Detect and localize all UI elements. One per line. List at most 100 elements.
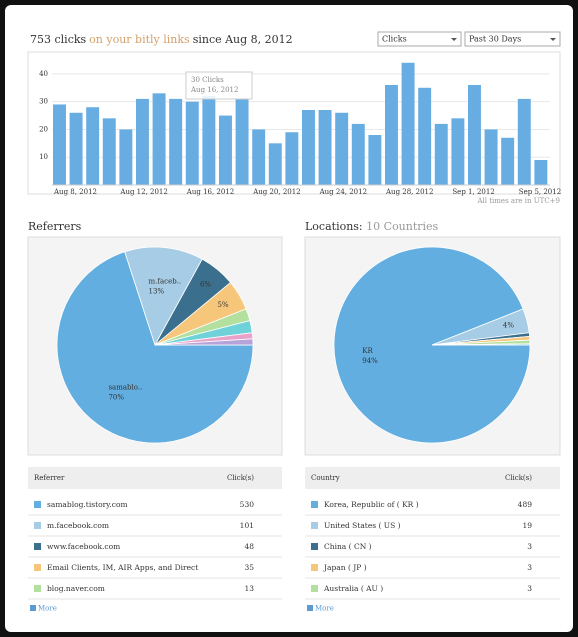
row-name: samablog.tistory.com [47, 500, 128, 509]
bar[interactable] [152, 93, 166, 185]
more-link[interactable]: More [315, 605, 334, 613]
table-header-cell: Click(s) [227, 474, 254, 482]
headline-since: since Aug 8, 2012 [193, 33, 293, 46]
row-clicks: 13 [244, 584, 254, 593]
row-name: China ( CN ) [324, 542, 372, 551]
more-icon [30, 605, 36, 611]
pie-slice[interactable] [431, 343, 531, 346]
referrers-title: Referrers [28, 220, 82, 233]
y-tick-label: 20 [39, 125, 48, 133]
row-name: m.facebook.com [47, 521, 109, 530]
row-clicks: 101 [240, 521, 254, 530]
row-swatch [311, 522, 318, 529]
metric-select-label: Clicks [382, 35, 407, 44]
bar[interactable] [468, 85, 481, 185]
bar[interactable] [401, 62, 415, 185]
bar[interactable] [434, 123, 448, 185]
slice-value: 4% [503, 322, 514, 330]
row-clicks: 3 [527, 563, 532, 572]
y-tick-label: 10 [39, 153, 48, 161]
bar[interactable] [69, 112, 83, 185]
bar[interactable] [302, 110, 315, 185]
tooltip: 30 Clicks Aug 16, 2012 [185, 71, 253, 100]
row-clicks: 530 [240, 500, 255, 509]
row-clicks: 19 [522, 521, 532, 530]
table-header-cell: Referrer [34, 474, 65, 482]
y-tick-label: 40 [39, 70, 48, 78]
pie-slice[interactable] [124, 246, 203, 347]
bar[interactable] [335, 112, 349, 185]
locations-count: 10 Countries [363, 220, 439, 233]
bar[interactable] [385, 85, 398, 185]
bar[interactable] [185, 101, 199, 185]
x-tick-label: Aug 24, 2012 [319, 188, 367, 196]
bar[interactable] [318, 110, 332, 185]
slice-label: samablo.. [108, 384, 142, 392]
bar[interactable] [534, 160, 548, 185]
slice-value: 94% [362, 357, 378, 365]
table-header [305, 467, 560, 489]
bar[interactable] [368, 135, 382, 185]
bar[interactable] [169, 98, 183, 185]
row-name: Email Clients, IM, AIR Apps, and Direct [47, 563, 198, 572]
range-select[interactable] [464, 31, 561, 47]
x-tick-label: Sep 1, 2012 [452, 188, 494, 196]
bar[interactable] [451, 118, 465, 185]
table-header-cell: Country [311, 474, 340, 482]
x-tick-label: Aug 28, 2012 [385, 188, 433, 196]
slice-value: 6% [200, 281, 211, 289]
bar[interactable] [501, 137, 515, 185]
row-swatch [311, 585, 318, 592]
row-name: www.facebook.com [47, 542, 120, 551]
row-swatch [311, 501, 318, 508]
pie-slice[interactable] [154, 338, 254, 346]
headline-middle: on your bitly links [89, 33, 190, 46]
row-swatch [311, 543, 318, 550]
bar[interactable] [517, 98, 531, 185]
table-header [28, 467, 282, 489]
range-select-label: Past 30 Days [469, 35, 521, 44]
bar[interactable] [351, 123, 365, 185]
row-clicks: 35 [244, 563, 254, 572]
row-name: Korea, Republic of ( KR ) [324, 500, 419, 509]
timezone-note: All times are in UTC+9 [476, 197, 560, 205]
row-clicks: 489 [518, 500, 533, 509]
row-swatch [34, 564, 41, 571]
select-arrow [550, 38, 556, 41]
row-clicks: 3 [527, 542, 532, 551]
metric-select[interactable] [377, 31, 462, 47]
more-link[interactable]: More [38, 605, 57, 613]
bar[interactable] [102, 118, 116, 185]
pie-slice[interactable] [56, 251, 254, 444]
row-clicks: 3 [527, 584, 532, 593]
bar[interactable] [86, 107, 100, 185]
bar[interactable] [484, 129, 498, 185]
bar[interactable] [219, 115, 232, 185]
row-name: Japan ( JP ) [323, 563, 367, 572]
x-tick-label: Aug 20, 2012 [252, 188, 300, 196]
bar[interactable] [235, 98, 249, 185]
row-swatch [34, 585, 41, 592]
click-count: 753 clicks [30, 33, 87, 46]
tooltip-line: 30 Clicks [191, 76, 224, 84]
row-swatch [34, 543, 41, 550]
bar[interactable] [252, 129, 266, 185]
bar[interactable] [53, 104, 66, 185]
row-swatch [34, 501, 41, 508]
bar[interactable] [119, 129, 133, 185]
headline: 753 clicks on your bitly links since Aug 8… [30, 33, 293, 46]
table-header-cell: Click(s) [505, 474, 532, 482]
bar[interactable] [202, 96, 216, 185]
x-tick-label: Sep 5, 2012 [519, 188, 561, 196]
more-icon [307, 605, 313, 611]
tooltip-box [185, 71, 253, 100]
slice-value: 70% [108, 394, 124, 402]
bar[interactable] [268, 143, 282, 185]
bar[interactable] [136, 98, 149, 185]
bar[interactable] [418, 87, 432, 185]
bar[interactable] [285, 132, 299, 185]
row-name: United States ( US ) [324, 521, 401, 530]
slice-label: KR [362, 347, 373, 355]
slice-value: 13% [149, 287, 165, 295]
